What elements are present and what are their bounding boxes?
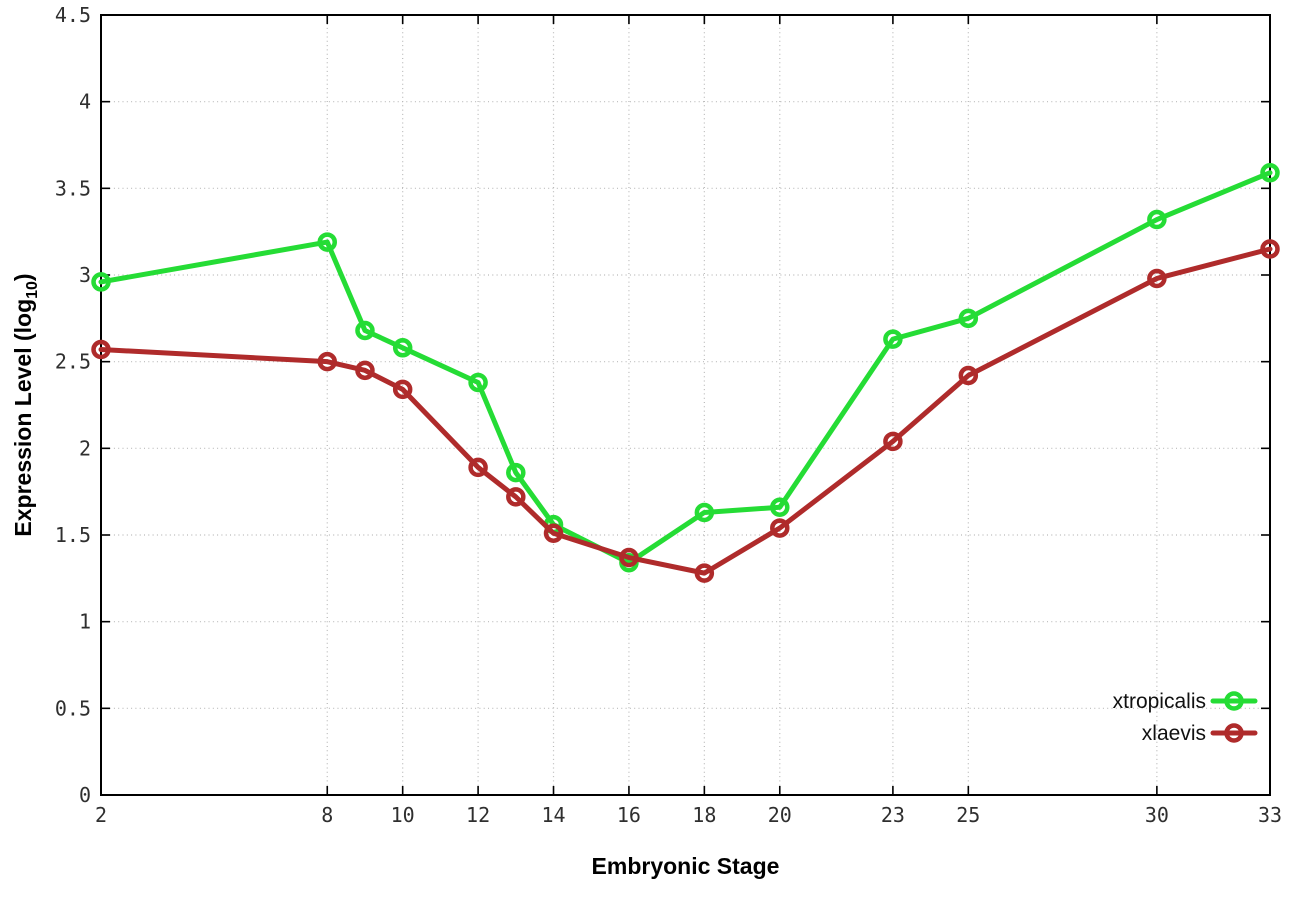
x-tick-label: 23 xyxy=(881,803,905,827)
data-point-xtropicalis xyxy=(91,272,111,292)
data-point-xtropicalis xyxy=(694,502,715,523)
data-point-xlaevis xyxy=(543,523,564,544)
x-tick-label: 2 xyxy=(95,803,107,827)
data-point-xtropicalis xyxy=(958,308,979,329)
y-axis-title-close: ) xyxy=(10,273,37,282)
x-tick-label: 30 xyxy=(1145,803,1169,827)
data-point-xlaevis xyxy=(958,365,979,386)
y-tick-label: 3.5 xyxy=(55,176,91,200)
x-tick-label: 18 xyxy=(692,803,716,827)
data-point-xlaevis xyxy=(770,518,790,538)
data-point-xlaevis xyxy=(694,563,715,583)
data-point-xtropicalis xyxy=(883,329,903,349)
y-tick-label: 2 xyxy=(79,436,91,460)
legend-marker-xlaevis xyxy=(1224,723,1244,743)
data-point-xlaevis xyxy=(355,360,375,381)
y-tick-label: 0.5 xyxy=(55,696,91,720)
data-point-xlaevis xyxy=(1147,268,1167,289)
data-point-xlaevis xyxy=(1260,239,1280,259)
y-tick-label: 1 xyxy=(79,610,91,634)
data-point-xlaevis xyxy=(506,487,526,507)
data-point-xlaevis xyxy=(317,351,338,372)
y-tick-label: 4.5 xyxy=(55,3,91,27)
x-tick-label: 20 xyxy=(768,803,792,827)
data-point-xtropicalis xyxy=(1260,162,1280,183)
x-tick-label: 16 xyxy=(617,803,641,827)
x-tick-label: 25 xyxy=(956,803,980,827)
x-axis-title: Embryonic Stage xyxy=(591,853,780,879)
y-tick-label: 0 xyxy=(79,783,91,807)
data-point-xtropicalis xyxy=(355,320,375,341)
data-point-xtropicalis xyxy=(1147,209,1167,230)
data-point-xlaevis xyxy=(91,339,111,360)
y-tick-label: 3 xyxy=(79,263,91,287)
data-point-xlaevis xyxy=(392,379,413,400)
data-point-xtropicalis xyxy=(317,232,338,252)
data-point-xlaevis xyxy=(883,431,903,452)
x-tick-label: 14 xyxy=(541,803,565,827)
x-tick-label: 10 xyxy=(391,803,415,827)
data-point-xtropicalis xyxy=(468,372,488,393)
data-point-xtropicalis xyxy=(392,338,413,358)
plot-border xyxy=(100,14,1271,796)
legend-marker-xtropicalis xyxy=(1224,691,1244,711)
data-point-xtropicalis xyxy=(770,497,790,518)
y-axis-title: Expression Level (log10) xyxy=(10,273,42,536)
x-tick-label: 8 xyxy=(321,803,333,827)
y-tick-label: 1.5 xyxy=(55,523,91,547)
y-tick-label: 2.5 xyxy=(55,350,91,374)
y-axis-title-subscript: 10 xyxy=(23,281,41,299)
y-axis-title-text: Expression Level (log xyxy=(10,298,37,537)
x-tick-label: 12 xyxy=(466,803,490,827)
data-point-xtropicalis xyxy=(506,462,526,483)
series-line-xtropicalis xyxy=(98,170,1273,566)
x-tick-label: 33 xyxy=(1258,803,1282,827)
data-point-xlaevis xyxy=(619,547,639,568)
legend-label-xtropicalis: xtropicalis xyxy=(1113,690,1206,713)
y-tick-label: 4 xyxy=(79,90,91,114)
data-point-xlaevis xyxy=(468,457,488,478)
legend-label-xlaevis: xlaevis xyxy=(1142,722,1206,745)
